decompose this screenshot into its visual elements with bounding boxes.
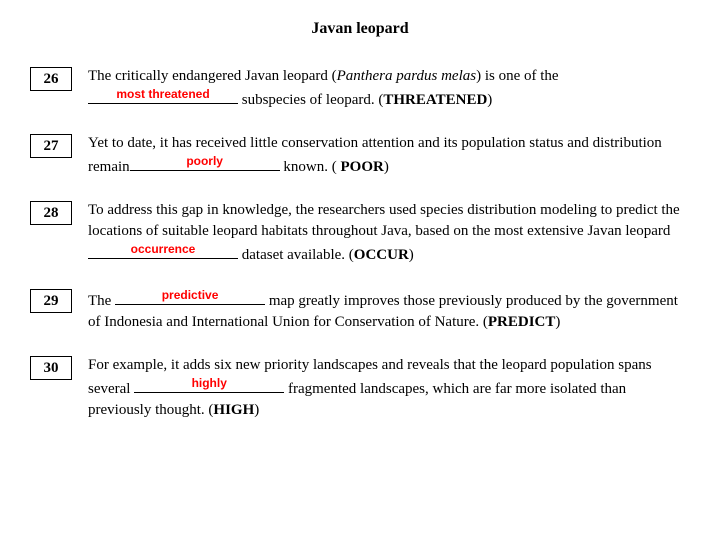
question-text: The critically endangered Javan leopard … bbox=[88, 66, 690, 111]
answer-text: occurrence bbox=[88, 241, 238, 258]
answer-blank: occurrence bbox=[88, 242, 238, 259]
question-number-box: 29 bbox=[30, 289, 72, 313]
question-number-box: 27 bbox=[30, 134, 72, 158]
answer-text: predictive bbox=[115, 287, 265, 304]
question-number-box: 28 bbox=[30, 201, 72, 225]
question-text: To address this gap in knowledge, the re… bbox=[88, 200, 690, 266]
question-number-box: 30 bbox=[30, 356, 72, 380]
answer-text: highly bbox=[134, 375, 284, 392]
root-word: POOR bbox=[340, 159, 383, 175]
answer-blank: most threatened bbox=[88, 87, 238, 104]
answer-blank: poorly bbox=[130, 154, 280, 171]
question-text: The predictive map greatly improves thos… bbox=[88, 288, 690, 333]
root-word: THREATENED bbox=[383, 92, 487, 108]
page-title: Javan leopard bbox=[30, 20, 690, 38]
question-row: 28 To address this gap in knowledge, the… bbox=[30, 200, 690, 266]
scientific-name: Panthera pardus melas bbox=[337, 68, 476, 84]
answer-blank: predictive bbox=[115, 288, 265, 305]
question-text: Yet to date, it has received little cons… bbox=[88, 133, 690, 178]
root-word: HIGH bbox=[213, 402, 254, 418]
question-row: 27 Yet to date, it has received little c… bbox=[30, 133, 690, 178]
answer-blank: highly bbox=[134, 376, 284, 393]
answer-text: most threatened bbox=[88, 86, 238, 103]
root-word: OCCUR bbox=[354, 247, 409, 263]
questions-list: 26 The critically endangered Javan leopar… bbox=[30, 66, 690, 421]
question-text: For example, it adds six new priority la… bbox=[88, 355, 690, 421]
answer-text: poorly bbox=[130, 153, 280, 170]
question-row: 30 For example, it adds six new priority… bbox=[30, 355, 690, 421]
question-number-box: 26 bbox=[30, 67, 72, 91]
question-row: 29 The predictive map greatly improves t… bbox=[30, 288, 690, 333]
root-word: PREDICT bbox=[488, 314, 556, 330]
question-row: 26 The critically endangered Javan leopar… bbox=[30, 66, 690, 111]
